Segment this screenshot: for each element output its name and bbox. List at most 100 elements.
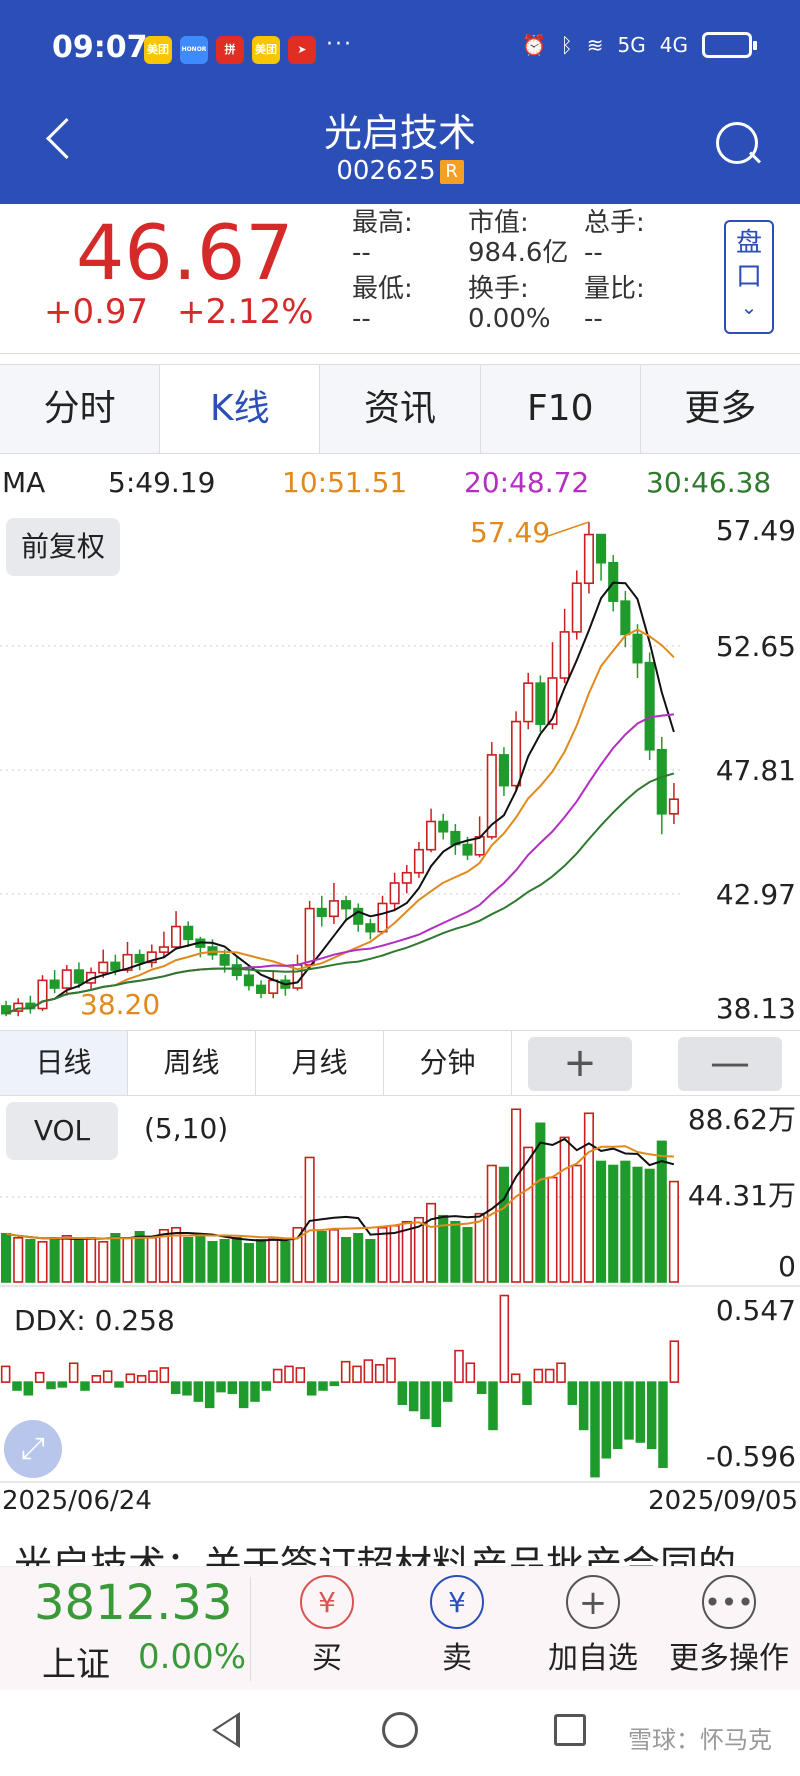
candle — [668, 798, 679, 815]
candle — [498, 754, 509, 787]
price-axis-label: 47.81 — [715, 754, 796, 787]
nav-home-icon[interactable] — [382, 1712, 418, 1748]
candle — [146, 951, 157, 964]
ddx-bar — [408, 1381, 419, 1412]
zoom-out-button[interactable]: — — [678, 1037, 782, 1091]
ddx-bar — [159, 1367, 170, 1383]
sell-button[interactable]: ¥ 卖 — [392, 1575, 522, 1677]
buy-button[interactable]: ¥ 买 — [262, 1575, 392, 1677]
pankou-button[interactable]: 盘 口 ⌄ — [724, 220, 774, 334]
tab-more[interactable]: 更多 — [640, 365, 800, 453]
stat-turnover-label: 换手: — [468, 274, 529, 304]
ddx-bar — [329, 1381, 340, 1387]
ddx-bar — [250, 1381, 260, 1402]
ddx-bar — [216, 1381, 226, 1393]
candle — [535, 682, 546, 725]
ma-label: MA — [2, 466, 46, 499]
nav-back-icon[interactable] — [212, 1712, 240, 1748]
ddx-bar — [510, 1373, 521, 1383]
period-minute[interactable]: 分钟 — [384, 1031, 512, 1095]
price-axis-label: 38.13 — [715, 992, 796, 1025]
expand-icon[interactable] — [4, 1420, 62, 1478]
volume-bar — [365, 1239, 376, 1283]
candle — [268, 979, 279, 994]
volume-bar — [341, 1237, 352, 1283]
alarm-icon: ⏰ — [521, 33, 547, 57]
price-axis-label: 42.97 — [715, 878, 796, 911]
candle — [256, 984, 267, 994]
stat-ratio: 量比: -- — [584, 274, 645, 334]
adjust-price-button[interactable]: 前复权 — [6, 518, 120, 576]
volume-bar — [280, 1241, 291, 1283]
ddx-bar — [488, 1381, 498, 1431]
stat-turnover: 换手: 0.00% — [468, 274, 551, 334]
stat-high-label: 最高: — [352, 208, 413, 238]
candle — [389, 882, 400, 905]
candle — [316, 907, 327, 918]
nav-recent-icon[interactable] — [554, 1714, 586, 1746]
period-daily[interactable]: 日线 — [0, 1031, 128, 1095]
volume-bar — [377, 1226, 388, 1283]
bottom-action-bar: 3812.33 上证 0.00% ¥ 买 ¥ 卖 + 加自选 ••• 更多操作 — [0, 1566, 800, 1690]
stat-volume-label: 总手: — [584, 208, 645, 238]
date-start: 2025/06/24 — [2, 1486, 152, 1516]
period-monthly[interactable]: 月线 — [256, 1031, 384, 1095]
ma30-value: 30:46.38 — [646, 466, 772, 499]
candle — [341, 900, 352, 910]
volume-bar — [134, 1230, 145, 1283]
tab-news[interactable]: 资讯 — [320, 365, 481, 453]
ddx-bar — [454, 1349, 464, 1383]
volume-bar — [462, 1226, 473, 1283]
volume-bar — [498, 1166, 509, 1283]
candle — [462, 843, 473, 856]
ddx-bar — [125, 1373, 136, 1383]
stat-low-value: -- — [352, 304, 371, 334]
index-name[interactable]: 上证 — [42, 1645, 110, 1685]
period-tabs: 日线 周线 月线 分钟 + — — [0, 1030, 800, 1096]
ma5-line — [5, 581, 675, 1015]
ddx-bar — [442, 1381, 453, 1402]
ddx-bar — [601, 1381, 612, 1459]
candle — [353, 907, 364, 925]
ddx-bar — [420, 1381, 430, 1420]
vol-axis-label: 0 — [778, 1250, 796, 1283]
candle — [559, 631, 570, 679]
candle — [571, 582, 582, 633]
period-weekly[interactable]: 周线 — [128, 1031, 256, 1095]
ddx-bar — [0, 1365, 11, 1383]
volume-bar — [207, 1241, 218, 1283]
volume-bar — [644, 1168, 655, 1283]
price-axis-label: 52.65 — [715, 630, 796, 663]
ddx-bar — [646, 1381, 657, 1450]
add-watchlist-button[interactable]: + 加自选 — [528, 1575, 658, 1677]
stat-low-label: 最低: — [352, 274, 413, 304]
more-actions-button[interactable]: ••• 更多操作 — [664, 1575, 794, 1677]
ddx-bar — [114, 1381, 124, 1388]
ddx-bar — [635, 1381, 646, 1443]
candle — [243, 974, 254, 987]
volume-chart — [0, 1108, 800, 1287]
kline-chart[interactable] — [0, 508, 800, 1028]
tab-f10[interactable]: F10 — [480, 365, 641, 453]
stat-volume: 总手: -- — [584, 208, 645, 268]
more-actions-label: 更多操作 — [669, 1641, 789, 1676]
candle — [304, 907, 315, 966]
search-button[interactable] — [710, 116, 766, 172]
index-value[interactable]: 3812.33 — [34, 1575, 233, 1631]
index-change: 0.00% — [138, 1637, 247, 1677]
volume-bar — [73, 1239, 84, 1283]
add-watchlist-label: 加自选 — [548, 1641, 638, 1676]
ddx-chart — [0, 1294, 800, 1483]
ddx-bar — [170, 1381, 181, 1394]
sell-cart-icon: ¥ — [430, 1575, 484, 1629]
volume-bar — [353, 1232, 364, 1283]
ddx-axis-top: 0.547 — [715, 1294, 796, 1327]
candle — [231, 964, 242, 977]
vol-indicator-button[interactable]: VOL — [6, 1102, 118, 1160]
volume-bar — [438, 1214, 449, 1283]
zoom-in-button[interactable]: + — [528, 1037, 632, 1091]
ddx-bar — [306, 1381, 317, 1396]
tab-fenshi[interactable]: 分时 — [0, 365, 161, 453]
candle — [474, 836, 485, 856]
tab-kline[interactable]: K线 — [160, 365, 321, 453]
